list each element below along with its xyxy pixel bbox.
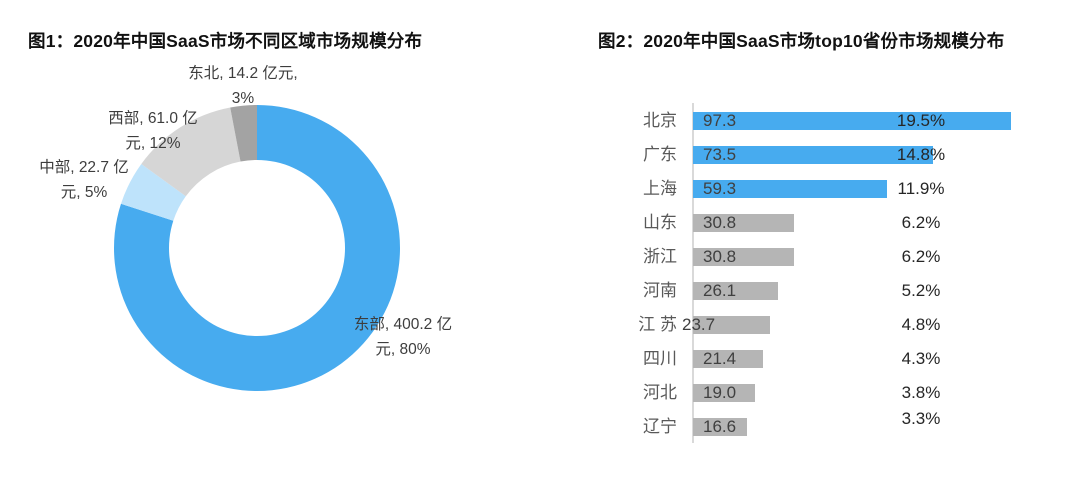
bar-3: [693, 214, 794, 232]
bar-2: [693, 180, 887, 198]
bar-value-label-2: 59.3: [703, 179, 737, 198]
bar-value-label-3: 30.8: [703, 213, 737, 232]
bar-1: [693, 146, 933, 164]
bar-value-label-1: 73.5: [703, 145, 737, 164]
donut-slice-3: [230, 104, 257, 162]
bar-percent-label-0: 19.5%: [896, 111, 946, 130]
bar-category-label-1: 广东: [643, 145, 677, 164]
bar-category-label-6: 江 苏: [638, 315, 677, 334]
bar-percent-label-7: 4.3%: [901, 349, 941, 368]
bar-percent-label-6: 4.8%: [901, 315, 941, 334]
pie-data-label-2: 西部, 61.0 亿元, 12%: [108, 110, 198, 152]
bar-percent-label-3: 6.2%: [901, 213, 941, 232]
bar-percent-label-9: 3.3%: [901, 409, 941, 428]
bar-value-label-7: 21.4: [703, 349, 737, 368]
bar-percent-label-2: 11.9%: [897, 179, 945, 198]
pie-data-label-3: 东北, 14.2 亿元, 3%: [188, 65, 298, 107]
donut-chart: [114, 104, 401, 391]
bar-7: [693, 350, 763, 368]
donut-slice-0: [114, 105, 401, 391]
bar-chart: 北京 97.3 19.5% 广东 73.5 14.8% 上海 59.3 11.9% 山东 30.8 6…: [560, 0, 1080, 478]
bar-percent-label-4: 6.2%: [901, 247, 941, 266]
category-axis-line: [692, 103, 694, 443]
bar-category-label-5: 河南: [643, 281, 677, 300]
bar-8: [693, 384, 755, 402]
bar-category-label-2: 上海: [643, 179, 677, 198]
donut-slice-1: [121, 163, 186, 221]
bar-value-label-5: 26.1: [703, 281, 737, 300]
bar-6: [693, 316, 770, 334]
bar-9: [693, 418, 747, 436]
figure2-panel: 图2：2020年中国SaaS市场top10省份市场规模分布 北京 97.3 19.5…: [560, 0, 1080, 478]
bar-value-label-9: 16.6: [703, 417, 737, 436]
bar-category-label-0: 北京: [643, 111, 677, 130]
bar-4: [693, 248, 794, 266]
bar-value-label-8: 19.0: [703, 383, 737, 402]
bar-category-label-8: 河北: [643, 383, 677, 402]
bar-percent-label-5: 5.2%: [901, 281, 941, 300]
bar-category-label-7: 四川: [643, 349, 677, 368]
bar-category-label-9: 辽宁: [643, 417, 677, 436]
bar-percent-label-1: 14.8%: [896, 145, 946, 164]
bar-value-label-4: 30.8: [703, 247, 737, 266]
bar-category-label-4: 浙江: [643, 247, 677, 266]
bar-value-label-0: 97.3: [703, 111, 737, 130]
bar-0: [693, 112, 1011, 130]
bar-value-label-6: 23.7: [682, 315, 716, 334]
pie-data-label-1: 中部, 22.7 亿元, 5%: [39, 159, 129, 201]
bar-category-label-3: 山东: [643, 213, 677, 232]
figure1-title: 图1：2020年中国SaaS市场不同区域市场规模分布: [28, 31, 423, 51]
bar-percent-label-8: 3.8%: [901, 383, 941, 402]
figure1-panel: 图1：2020年中国SaaS市场不同区域市场规模分布 东部, 400.2 亿元,…: [28, 31, 453, 391]
bar-5: [693, 282, 778, 300]
figure2-title: 图2：2020年中国SaaS市场top10省份市场规模分布: [598, 31, 1005, 51]
pie-data-label-0: 东部, 400.2 亿元, 80%: [353, 316, 453, 358]
donut-slice-2: [141, 107, 241, 197]
